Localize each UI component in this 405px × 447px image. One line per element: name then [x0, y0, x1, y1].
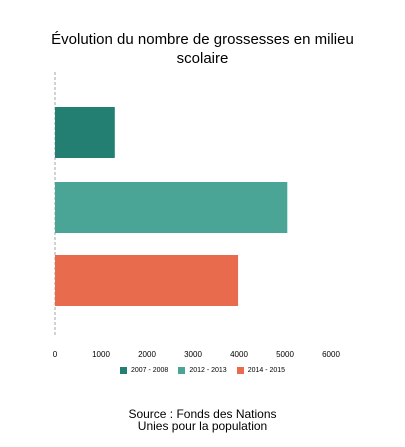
chart-title-line-1: Évolution du nombre de grossesses en mil… — [51, 31, 354, 48]
x-tick-label: 0 — [53, 350, 58, 359]
bar-3 — [55, 255, 239, 306]
source-line-2: Unies pour la population — [137, 419, 268, 433]
x-tick-label: 2000 — [138, 350, 156, 359]
bar-1 — [55, 107, 115, 158]
legend-label: 2014 - 2015 — [247, 367, 286, 374]
legend-item: 2014 - 2015 — [236, 367, 286, 374]
chart-title-line-2: scolaire — [176, 50, 229, 67]
legend-swatch — [236, 367, 244, 374]
x-tick-label: 3000 — [184, 350, 202, 359]
bar-2 — [55, 182, 288, 233]
chart-title: Évolution du nombre de grossesses en mil… — [0, 30, 405, 68]
x-tick-label: 5000 — [276, 350, 294, 359]
legend-item: 2012 - 2013 — [178, 367, 227, 374]
source-note: Source : Fonds des Nations Unies pour la… — [0, 408, 405, 432]
legend-swatch — [119, 367, 127, 374]
source-line-1: Source : Fonds des Nations — [128, 407, 277, 421]
legend-label: 2012 - 2013 — [189, 367, 227, 374]
legend-swatch — [178, 367, 186, 374]
x-tick-label: 1000 — [92, 350, 110, 359]
x-tick-label: 6000 — [322, 350, 340, 359]
legend-label: 2007 - 2008 — [130, 367, 169, 374]
x-tick-label: 4000 — [230, 350, 248, 359]
legend: 2007 - 2008 2012 - 2013 2014 - 2015 — [0, 367, 405, 375]
legend-item: 2007 - 2008 — [119, 367, 169, 374]
bar-chart: 0 1000 2000 3000 4000 5000 6000 — [53, 72, 340, 359]
